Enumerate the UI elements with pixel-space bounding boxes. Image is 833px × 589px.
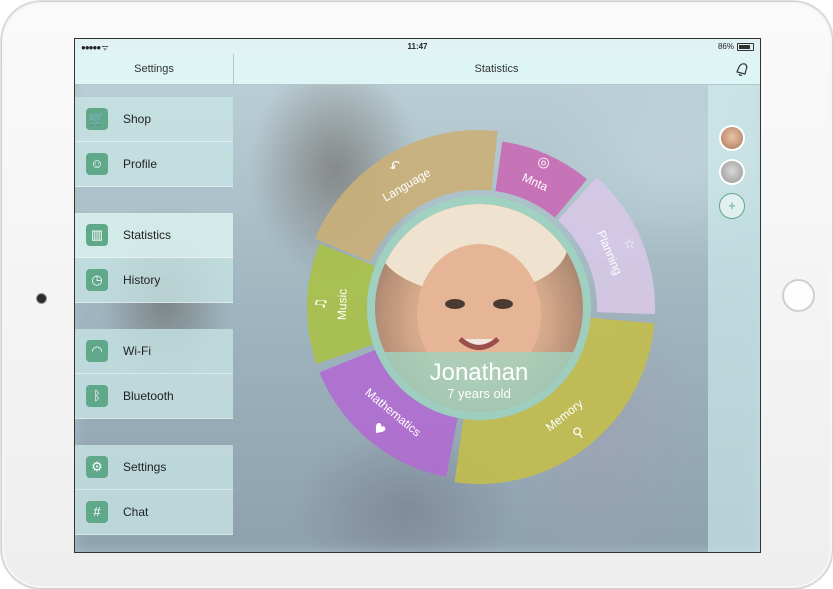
sidebar-item-statistics[interactable]: ▥ Statistics (75, 213, 233, 258)
sidebar-item-bluetooth[interactable]: ᛒ Bluetooth (75, 374, 233, 419)
status-time: 11:47 (407, 42, 428, 51)
nav-bar: Settings Statistics (75, 54, 760, 85)
sidebar-item-settings[interactable]: ⚙ Settings (75, 445, 233, 490)
segment-mathematics[interactable] (319, 349, 458, 477)
avatar-child-2[interactable] (719, 159, 745, 185)
segment-planning[interactable] (557, 177, 655, 315)
segment-memory[interactable] (454, 317, 655, 484)
sound-icon: ◎ (535, 153, 553, 173)
status-bar: ●●●●● ᯤ 11:47 86% (75, 39, 760, 54)
signal-indicator: ●●●●● ᯤ (81, 43, 109, 52)
bluetooth-icon: ᛒ (86, 385, 108, 407)
segment-music[interactable] (307, 243, 376, 364)
segment-language[interactable] (315, 130, 498, 262)
sidebar-item-label: Bluetooth (123, 389, 174, 403)
bar-chart-icon: ▥ (86, 224, 108, 246)
sidebar-item-label: Settings (123, 460, 167, 474)
child-age: 7 years old (447, 386, 511, 401)
settings-header: Settings (75, 54, 234, 84)
segment-mnta[interactable] (495, 141, 587, 218)
sidebar-item-history[interactable]: ◷ History (75, 258, 233, 303)
wifi-icon: ◠ (86, 340, 108, 362)
cart-icon: 🛒 (86, 108, 108, 130)
sidebar-item-label: Profile (123, 157, 158, 171)
profile-switcher: + (708, 85, 760, 552)
sidebar-item-chat[interactable]: # Chat (75, 490, 233, 535)
music-note-icon: ♫ (313, 297, 329, 310)
sidebar-item-label: Statistics (123, 228, 172, 242)
home-button[interactable] (782, 279, 815, 312)
bell-icon[interactable] (734, 61, 750, 77)
sidebar-item-label: Chat (123, 505, 149, 519)
screen: ●●●●● ᯤ 11:47 86% Settings Statistics 🛒 … (74, 38, 761, 553)
sidebar-item-wifi[interactable]: ◠ Wi-Fi (75, 329, 233, 374)
avatar-child-1[interactable] (719, 125, 745, 151)
gear-icon: ⚙ (86, 456, 108, 478)
page-title: Statistics (474, 63, 519, 75)
star-icon: ☆ (619, 235, 639, 253)
segment-label: Music (335, 289, 350, 321)
profile-icon: ☺ (86, 153, 108, 175)
sidebar-item-profile[interactable]: ☺ Profile (75, 142, 233, 187)
child-name: Jonathan (430, 359, 529, 386)
sidebar-item-label: Shop (123, 112, 152, 126)
battery-icon (737, 43, 754, 51)
hash-icon: # (86, 501, 108, 523)
sidebar-item-label: Wi-Fi (123, 344, 151, 358)
add-user-button[interactable]: + (719, 193, 745, 219)
front-camera (36, 293, 47, 304)
sidebar-item-label: History (123, 273, 161, 287)
battery-percent: 86% (717, 42, 734, 51)
sidebar: 🛒 Shop ☺ Profile ▥ Statistics ◷ History … (75, 85, 233, 552)
skills-wheel: Language↶Mnta◎Planning☆Memory⚲Mathematic… (307, 130, 655, 484)
clock-icon: ◷ (86, 269, 108, 291)
sidebar-item-shop[interactable]: 🛒 Shop (75, 97, 233, 142)
add-user-icon: + (728, 198, 736, 213)
